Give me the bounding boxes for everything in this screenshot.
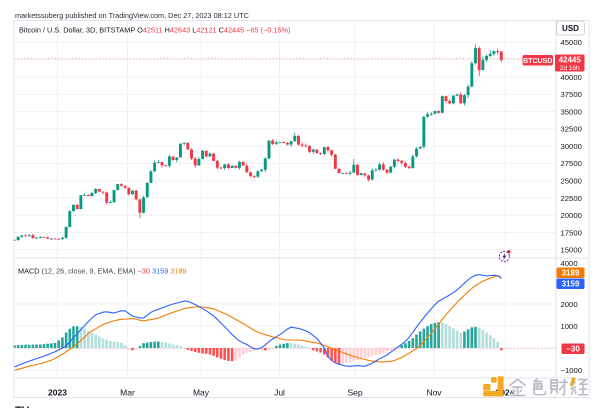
svg-text:15000: 15000: [561, 246, 582, 255]
svg-text:BTCUSD: BTCUSD: [523, 58, 552, 65]
svg-text:Mar: Mar: [120, 388, 135, 398]
svg-text:Bitcoin / U.S. Dollar, 3D, BIT: Bitcoin / U.S. Dollar, 3D, BITSTAMP O425…: [19, 26, 290, 35]
svg-text:40000: 40000: [561, 73, 582, 82]
svg-text:35000: 35000: [561, 107, 582, 116]
svg-text:3159: 3159: [562, 280, 580, 289]
svg-text:2000: 2000: [561, 300, 578, 309]
svg-text:27500: 27500: [561, 159, 582, 168]
svg-text:Nov: Nov: [426, 388, 442, 398]
svg-text:3189: 3189: [562, 269, 580, 278]
svg-text:TV: TV: [15, 405, 30, 408]
svg-text:marketssuberg published on Tra: marketssuberg published on TradingView.c…: [15, 11, 249, 20]
svg-text:May: May: [193, 388, 210, 398]
svg-text:30000: 30000: [561, 142, 582, 151]
svg-text:Jul: Jul: [274, 388, 285, 398]
svg-text:Sep: Sep: [347, 388, 362, 398]
svg-text:17500: 17500: [561, 228, 582, 237]
svg-text:2023: 2023: [48, 388, 67, 398]
svg-text:USD: USD: [562, 24, 579, 33]
svg-text:32500: 32500: [561, 125, 582, 134]
svg-text:−30: −30: [566, 345, 580, 354]
svg-text:−1000: −1000: [561, 366, 583, 375]
svg-text:37500: 37500: [561, 90, 582, 99]
svg-text:2024: 2024: [496, 388, 515, 398]
svg-text:25000: 25000: [561, 176, 582, 185]
svg-text:20000: 20000: [561, 211, 582, 220]
svg-text:45000: 45000: [561, 38, 582, 47]
svg-text:1000: 1000: [561, 322, 578, 331]
svg-text:2d 16h: 2d 16h: [560, 65, 580, 72]
svg-text:42445: 42445: [559, 55, 582, 64]
svg-text:4000: 4000: [561, 259, 578, 268]
svg-text:22500: 22500: [561, 194, 582, 203]
svg-text:MACD (12, 26, close, 9, EMA, E: MACD (12, 26, close, 9, EMA, EMA) −30 31…: [18, 267, 187, 276]
